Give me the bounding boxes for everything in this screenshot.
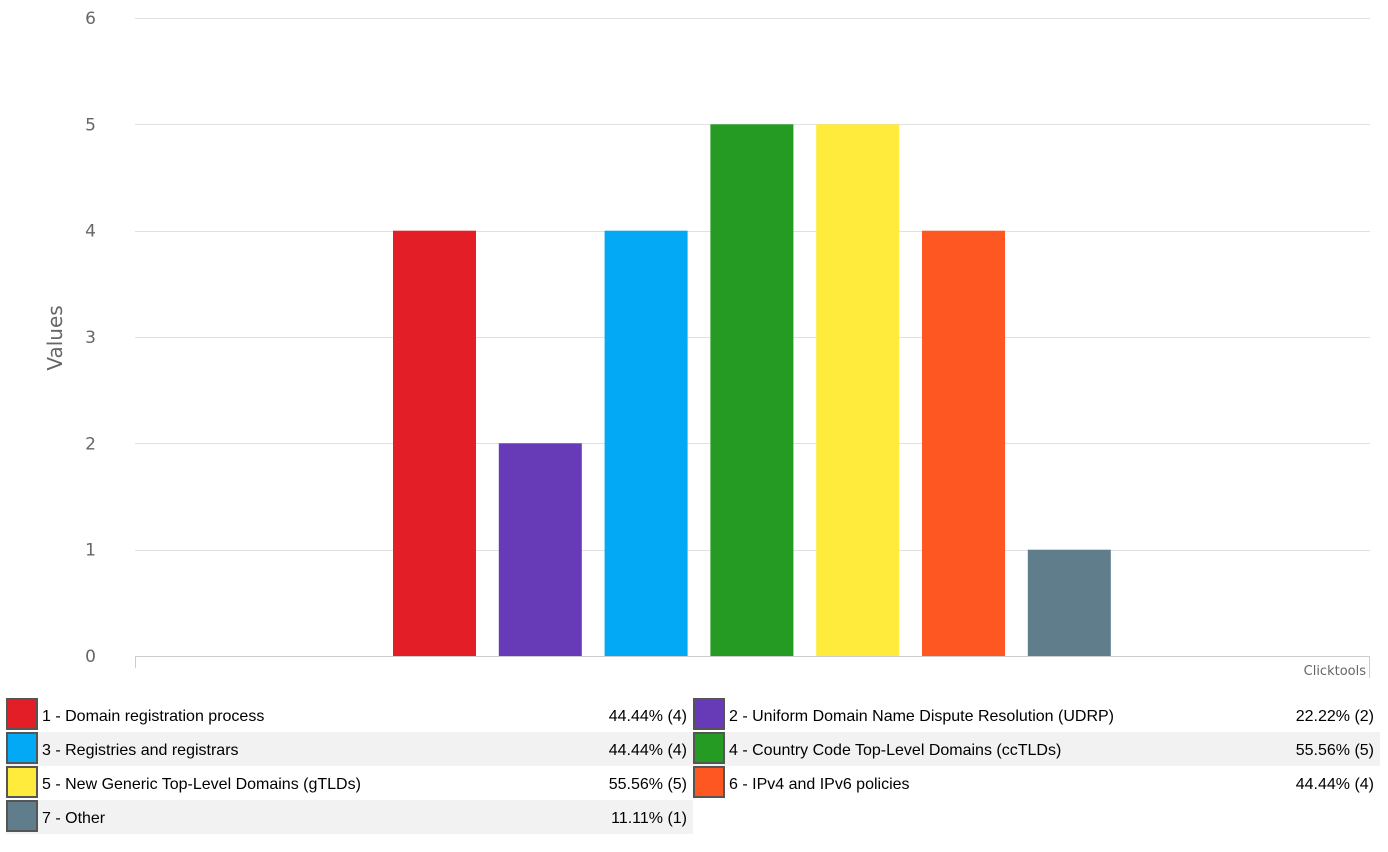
legend-percent: 55.56% (5) xyxy=(1295,742,1374,759)
bar-5[interactable] xyxy=(816,124,900,657)
legend-row: 1 - Domain registration process 44.44% (… xyxy=(6,698,1380,732)
y-tick-label: 3 xyxy=(85,328,96,348)
legend-percent: 55.56% (5) xyxy=(608,776,687,793)
bar-6[interactable] xyxy=(922,230,1005,656)
y-tick-label: 2 xyxy=(85,434,96,454)
legend-label: 7 - Other xyxy=(42,810,106,827)
legend-percent: 22.22% (2) xyxy=(1295,708,1374,725)
legend-item-3: 3 - Registries and registrars 44.44% (4) xyxy=(6,732,693,766)
legend-swatch-1 xyxy=(6,698,38,730)
legend-item-1: 1 - Domain registration process 44.44% (… xyxy=(6,698,693,732)
y-tick-label: 6 xyxy=(85,9,96,29)
legend-label: 3 - Registries and registrars xyxy=(42,742,239,759)
legend-label: 2 - Uniform Domain Name Dispute Resoluti… xyxy=(729,708,1115,725)
legend-swatch-4 xyxy=(693,732,725,764)
legend-label: 5 - New Generic Top-Level Domains (gTLDs… xyxy=(42,776,361,793)
legend-item-empty xyxy=(693,800,1380,834)
legend-percent: 11.11% (1) xyxy=(611,810,687,827)
legend-label: 6 - IPv4 and IPv6 policies xyxy=(729,776,910,793)
y-tick-label: 1 xyxy=(85,541,96,561)
legend-row: 7 - Other 11.11% (1) xyxy=(6,800,1380,834)
legend-swatch-2 xyxy=(693,698,725,730)
legend-swatch-5 xyxy=(6,766,38,798)
legend-row: 5 - New Generic Top-Level Domains (gTLDs… xyxy=(6,766,1380,800)
legend-item-6: 6 - IPv4 and IPv6 policies 44.44% (4) xyxy=(693,766,1380,800)
legend-item-2: 2 - Uniform Domain Name Dispute Resoluti… xyxy=(693,698,1380,732)
y-tick-label: 0 xyxy=(85,647,96,667)
bar-2[interactable] xyxy=(498,443,582,656)
legend-item-4: 4 - Country Code Top-Level Domains (ccTL… xyxy=(693,732,1380,766)
legend-row: 3 - Registries and registrars 44.44% (4)… xyxy=(6,732,1380,766)
legend-item-5: 5 - New Generic Top-Level Domains (gTLDs… xyxy=(6,766,693,800)
legend-label: 1 - Domain registration process xyxy=(42,708,265,725)
y-tick-label: 4 xyxy=(85,222,96,242)
bar-4[interactable] xyxy=(710,124,794,657)
legend-item-7: 7 - Other 11.11% (1) xyxy=(6,800,693,834)
legend-swatch-3 xyxy=(6,732,38,764)
legend-percent: 44.44% (4) xyxy=(1295,776,1374,793)
legend-percent: 44.44% (4) xyxy=(608,742,687,759)
bar-1[interactable] xyxy=(393,230,476,656)
bar-3[interactable] xyxy=(604,230,688,656)
y-axis-title: Values xyxy=(43,305,67,370)
legend-swatch-6 xyxy=(693,766,725,798)
bars xyxy=(393,124,1111,657)
bar-7[interactable] xyxy=(1027,549,1111,656)
credit-text: Clicktools xyxy=(1304,664,1367,679)
bar-chart: 0 1 2 3 4 5 6 Values Clicktools xyxy=(43,9,1370,679)
y-axis-ticks: 0 1 2 3 4 5 6 xyxy=(85,9,96,667)
y-tick-label: 5 xyxy=(85,115,96,135)
legend-swatch-7 xyxy=(6,800,38,832)
legend-percent: 44.44% (4) xyxy=(608,708,687,725)
legend-label: 4 - Country Code Top-Level Domains (ccTL… xyxy=(729,742,1062,759)
legend: 1 - Domain registration process 44.44% (… xyxy=(6,698,1380,834)
